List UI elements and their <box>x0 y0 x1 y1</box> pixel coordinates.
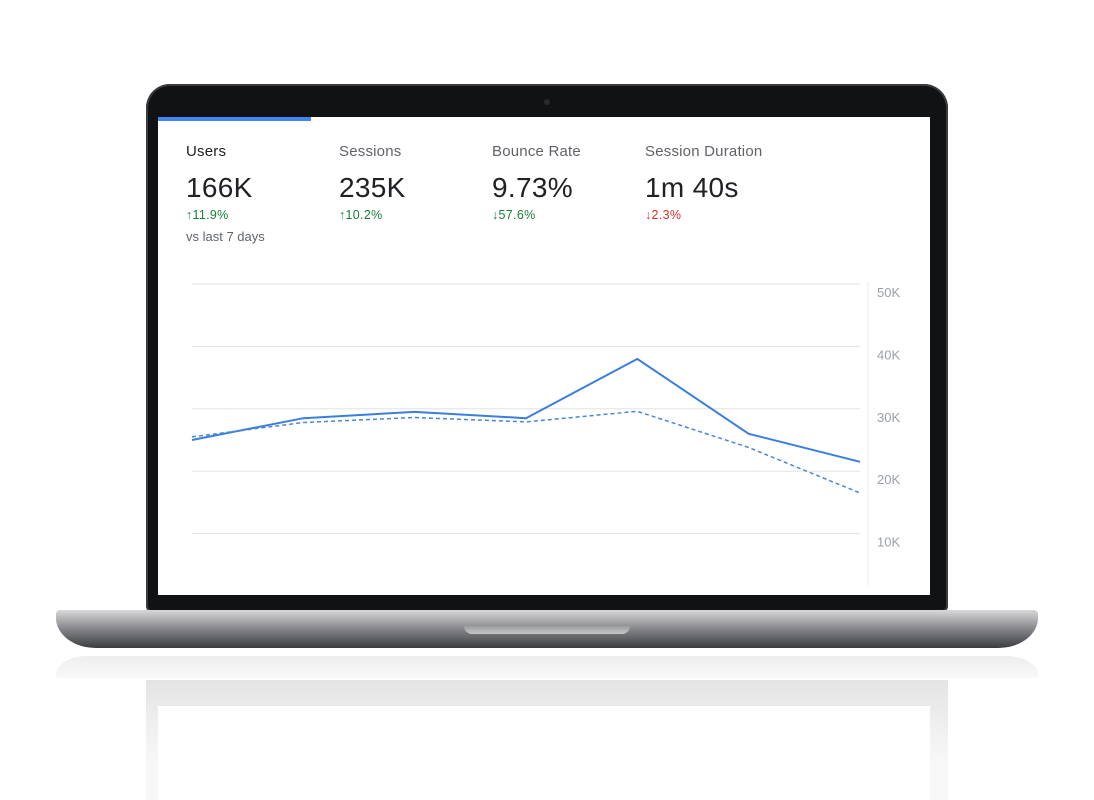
y-tick-label: 20K <box>877 472 900 487</box>
users-value: 166K <box>186 172 253 203</box>
y-tick-label: 30K <box>877 410 900 425</box>
series-line-current <box>191 357 861 463</box>
tab-bounce-rate[interactable]: Bounce Rate 9.73% ↓57.6% <box>492 143 642 222</box>
sessions-delta: ↑10.2% <box>339 208 383 222</box>
bounce-rate-value: 9.73% <box>492 172 573 203</box>
active-tab-indicator <box>158 117 311 121</box>
session-duration-delta: ↓2.3% <box>645 208 682 222</box>
series-line-previous <box>191 410 861 494</box>
analytics-screen: Users 166K ↑11.9% vs last 7 days Session… <box>158 117 930 595</box>
tab-session-duration[interactable]: Session Duration 1m 40s ↓2.3% <box>645 143 845 222</box>
tab-sessions[interactable]: Sessions 235K ↑10.2% <box>339 143 489 222</box>
laptop-notch <box>464 626 630 634</box>
y-tick-label: 10K <box>877 535 900 550</box>
users-delta: ↑11.9% <box>186 208 229 222</box>
session-duration-value: 1m 40s <box>645 172 739 203</box>
compare-note: vs last 7 days <box>186 229 265 244</box>
y-tick-label: 50K <box>877 285 900 300</box>
reflection-base <box>56 656 1038 678</box>
y-tick-label: 40K <box>877 347 900 362</box>
sessions-label: Sessions <box>339 143 402 160</box>
users-label: Users <box>186 143 227 160</box>
bounce-rate-label: Bounce Rate <box>492 143 581 160</box>
camera-icon <box>544 99 550 105</box>
session-duration-label: Session Duration <box>645 143 763 160</box>
sessions-value: 235K <box>339 172 406 203</box>
tab-users[interactable]: Users 166K ↑11.9% vs last 7 days <box>186 143 336 244</box>
reflection-screen <box>158 706 930 800</box>
users-line-chart: 50K 40K 30K 20K 10K <box>191 282 900 587</box>
bounce-rate-delta: ↓57.6% <box>492 208 536 222</box>
